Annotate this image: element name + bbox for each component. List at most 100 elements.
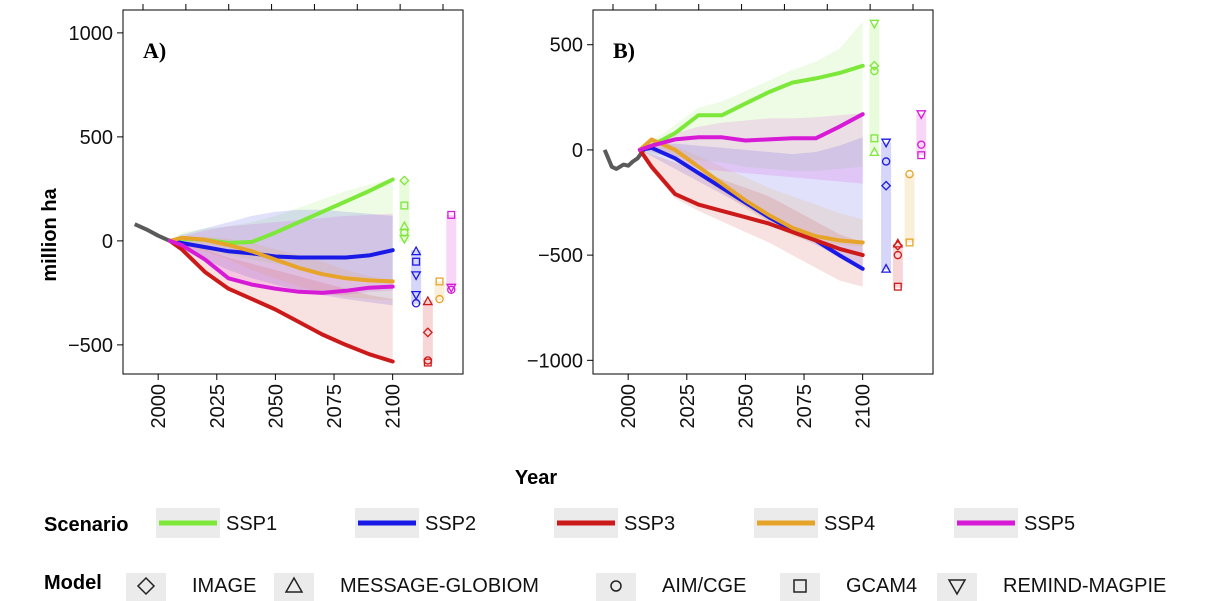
band-ssp3 (169, 240, 393, 364)
scenario-legend-title: Scenario (44, 514, 128, 536)
model-legend-title: Model (44, 572, 102, 594)
model-label: IMAGE (192, 575, 256, 597)
model-marker-ssp5-1 (445, 283, 457, 294)
y-tick-label: 0 (102, 231, 113, 253)
model-marker-ssp1-0 (399, 175, 410, 186)
model-marker-ssp4-0 (905, 169, 914, 179)
series-line-ssp3 (637, 147, 865, 258)
model-key-bg (780, 573, 820, 601)
model-marker-ssp2-2 (410, 271, 422, 281)
triangle-up-icon (284, 576, 304, 593)
model-marker-ssp3-3 (423, 358, 432, 367)
model-marker-ssp3-1 (892, 240, 903, 251)
model-marker-ssp2-3 (410, 290, 422, 301)
model-label: GCAM4 (846, 575, 917, 597)
x-axis-title: Year (515, 467, 557, 489)
model-marker-ssp1-3 (400, 228, 409, 237)
panel-label: A) (143, 38, 166, 63)
x-tick-label: 2000 (618, 384, 640, 429)
square-icon (793, 579, 807, 593)
model-marker-ssp2-4 (411, 299, 421, 308)
model-marker-ssp3-1 (422, 327, 433, 338)
model-marker-ssp5-0 (447, 210, 456, 219)
model-marker-ssp1-1 (869, 60, 880, 71)
model-marker-ssp1-1 (400, 201, 409, 210)
model-range-ssp5 (446, 214, 457, 290)
scenario-label-ssp4: SSP4 (824, 513, 875, 535)
model-marker-ssp1-2 (870, 66, 879, 76)
model-range-ssp4 (434, 281, 445, 301)
model-range-ssp2 (411, 250, 422, 305)
model-marker-ssp3-3 (893, 282, 902, 291)
model-marker-ssp1-3 (870, 134, 879, 143)
series-line-ssp2 (167, 238, 395, 260)
model-marker-ssp4-1 (905, 238, 914, 247)
x-tick-label: 2075 (794, 384, 816, 429)
panel-a: −500 0 500 1000 2000 2025 2050 2075 2100 A) (68, 4, 464, 429)
model-label: MESSAGE-GLOBIOM (340, 575, 539, 597)
model-legend: Model IMAGE MESSAGE-GLOBIOM AIM/CGE GCAM4 RE… (44, 572, 1166, 601)
x-tick-label: 2050 (735, 384, 757, 429)
model-range-ssp1 (869, 23, 880, 153)
x-tick-label: 2025 (207, 384, 229, 429)
series-line-ssp5 (637, 112, 865, 152)
model-marker-ssp3-0 (422, 295, 434, 306)
panel-label: B) (613, 38, 635, 63)
x-tick-label: 2100 (853, 384, 875, 429)
x-tick-label: 2075 (324, 384, 346, 429)
series-line-ssp3 (167, 238, 395, 364)
y-tick-label: 500 (80, 127, 113, 149)
model-marker-ssp1-4 (399, 234, 410, 245)
y-tick-label: −500 (538, 245, 583, 267)
x-tick-label: 2050 (265, 384, 287, 429)
model-marker-ssp2-2 (880, 180, 892, 191)
model-label: AIM/CGE (662, 575, 746, 597)
panel-b: −1000 −500 0 500 2000 2025 2050 2075 2100 B) (527, 4, 934, 429)
series-line-ssp4 (637, 137, 865, 245)
x-tick-label: 2025 (677, 384, 699, 429)
model-range-ssp3 (892, 243, 903, 288)
model-key-bg (596, 573, 636, 601)
band-ssp1 (639, 21, 863, 171)
model-key-bg (937, 573, 977, 601)
model-range-ssp2 (881, 142, 892, 270)
model-marker-ssp1-0 (869, 19, 880, 30)
model-range-ssp4 (904, 174, 915, 243)
y-tick-label: 0 (572, 140, 583, 162)
model-range-ssp1 (399, 179, 410, 242)
model-marker-ssp2-0 (410, 245, 422, 256)
model-label: REMIND-MAGPIE (1003, 575, 1166, 597)
model-marker-ssp2-3 (880, 263, 892, 273)
circle-icon (610, 580, 622, 592)
model-range-ssp5 (916, 114, 927, 156)
model-marker-ssp1-4 (869, 146, 880, 157)
model-marker-ssp5-2 (917, 151, 926, 160)
model-range-ssp3 (422, 300, 433, 364)
y-tick-label: 500 (550, 35, 583, 57)
model-marker-ssp2-1 (412, 257, 421, 266)
triangle-down-icon (947, 579, 967, 596)
history-line (133, 222, 171, 243)
model-marker-ssp4-1 (435, 294, 444, 304)
scenario-label-ssp5: SSP5 (1024, 513, 1075, 535)
model-marker-ssp5-0 (915, 110, 927, 120)
y-axis-title: million ha (39, 187, 61, 281)
plot-frame (592, 9, 934, 375)
series-line-ssp1 (637, 63, 865, 152)
model-marker-ssp5-1 (917, 140, 926, 149)
y-tick-label: −1000 (527, 350, 583, 372)
x-tick-label: 2100 (383, 384, 405, 429)
model-marker-ssp3-2 (893, 250, 903, 260)
model-marker-ssp5-2 (447, 285, 456, 294)
scenario-label-ssp2: SSP2 (425, 513, 476, 535)
x-tick-label: 2000 (148, 384, 170, 429)
model-marker-ssp2-1 (881, 157, 891, 166)
scenario-label-ssp1: SSP1 (226, 513, 277, 535)
scenario-label-ssp3: SSP3 (624, 513, 675, 535)
model-marker-ssp2-0 (880, 138, 892, 149)
model-marker-ssp4-0 (435, 277, 444, 286)
y-tick-label: 1000 (69, 23, 114, 45)
y-tick-label: −500 (68, 335, 113, 357)
diamond-icon (136, 576, 156, 596)
